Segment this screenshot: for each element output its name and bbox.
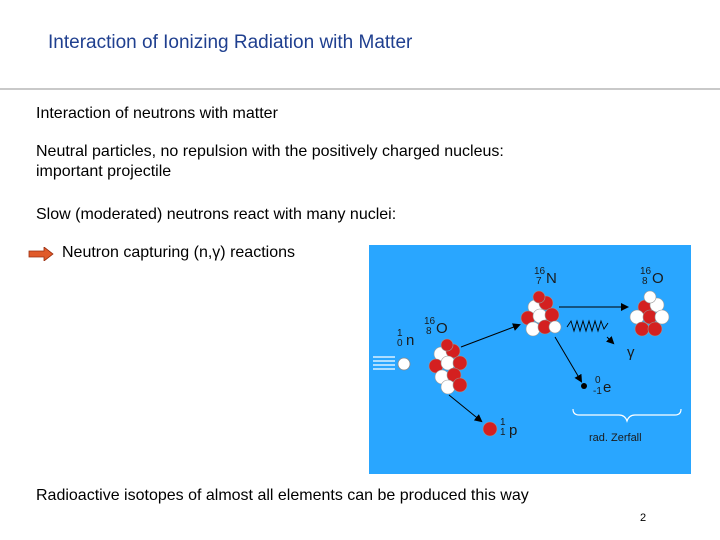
label-n-z: 0: [397, 338, 403, 349]
body-text-line: important projectile: [36, 163, 172, 180]
label-o16a-z: 8: [426, 326, 432, 337]
label-n-mass: 1: [397, 328, 403, 339]
label-e-z: -1: [593, 386, 602, 397]
reaction-arrows: [448, 303, 629, 423]
target-nucleus-o16: [428, 338, 468, 395]
label-p-symbol: p: [509, 422, 517, 439]
label-n16-symbol: N: [546, 270, 557, 287]
label-p-z: 1: [500, 427, 506, 438]
page-number: 2: [640, 512, 647, 524]
product-nucleus-n16: [520, 290, 562, 337]
label-gamma: γ: [627, 344, 635, 361]
neutron-particle: [397, 357, 411, 371]
label-o16a-mass: 16: [424, 316, 436, 327]
bullet-arrow-icon: [28, 247, 54, 261]
body-text-line: Neutral particles, no repulsion with the…: [36, 143, 504, 160]
motion-lines: [373, 356, 395, 370]
label-n-symbol: n: [406, 332, 414, 349]
electron-particle: [581, 383, 587, 389]
section-heading: Interaction of neutrons with matter: [36, 105, 278, 122]
proton-particle: [482, 421, 498, 437]
gamma-wave: [566, 319, 609, 333]
label-o16b-mass: 16: [640, 266, 652, 277]
label-o16b-z: 8: [642, 276, 648, 287]
label-o16a-symbol: O: [436, 320, 448, 337]
body-text: Radioactive isotopes of almost all eleme…: [36, 487, 529, 504]
label-o16b-symbol: O: [652, 270, 664, 287]
body-text: Slow (moderated) neutrons react with man…: [36, 206, 397, 223]
slide-title: Interaction of Ionizing Radiation with M…: [48, 32, 413, 53]
label-decay: rad. Zerfall: [589, 432, 642, 444]
bullet-text: Neutron capturing (n,γ) reactions: [62, 244, 295, 261]
label-n16-z: 7: [536, 276, 542, 287]
label-p-mass: 1: [500, 417, 506, 428]
title-divider: [0, 88, 720, 90]
label-n16-mass: 16: [534, 266, 546, 277]
decay-nucleus-o16: [629, 290, 670, 337]
decay-bracket: [572, 408, 682, 423]
reaction-diagram: 16 7 N 16 8 O 16 8 O 1 0 n γ 0 -1 e 1 1 …: [369, 245, 691, 474]
label-e-symbol: e: [603, 379, 611, 396]
label-e-mass: 0: [595, 375, 601, 386]
